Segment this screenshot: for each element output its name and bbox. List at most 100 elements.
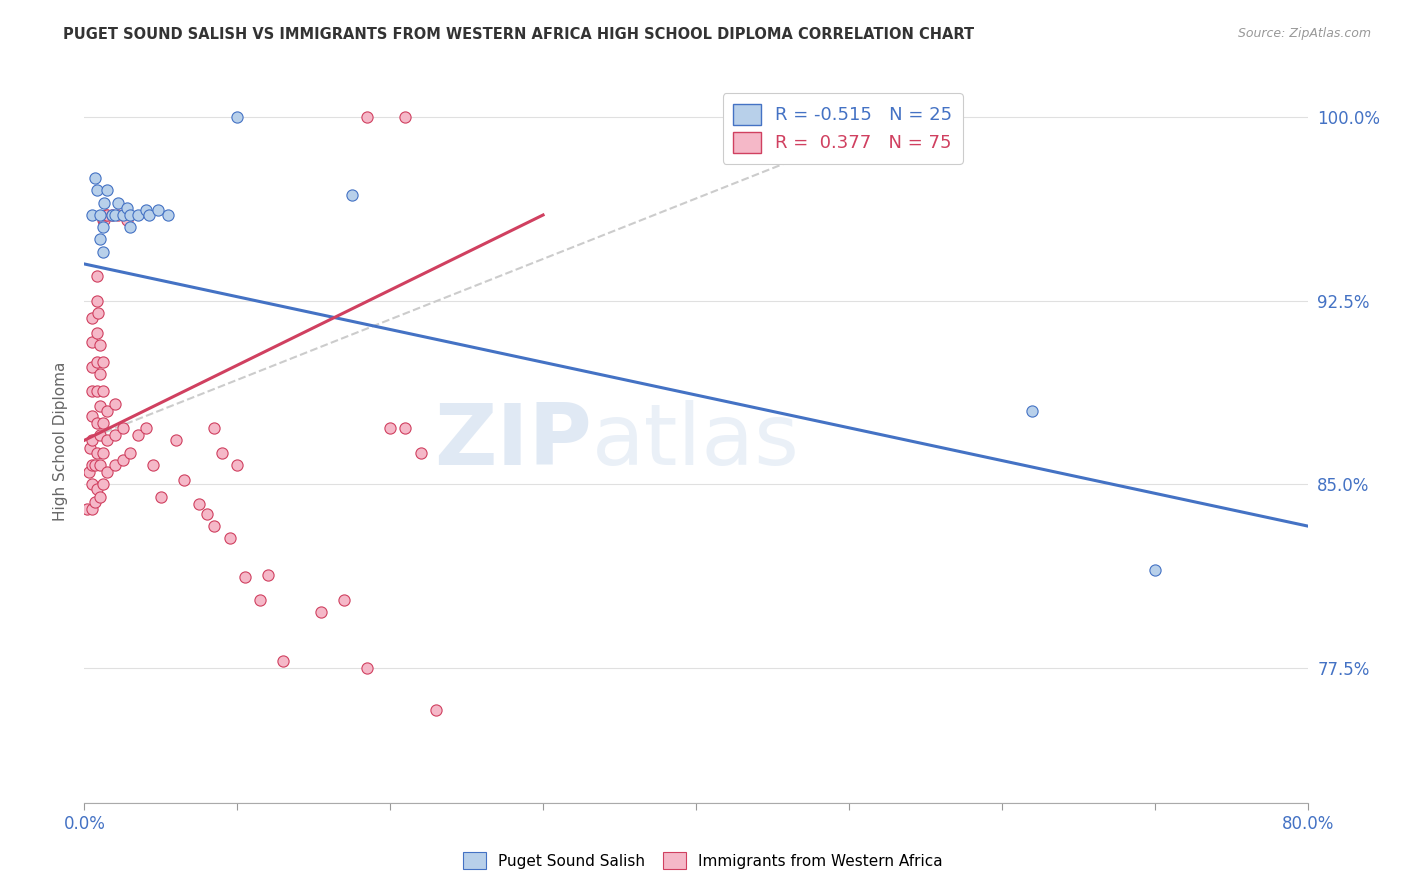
Point bbox=[86, 416, 108, 430]
Point bbox=[202, 421, 225, 435]
Point bbox=[188, 497, 211, 511]
Point bbox=[127, 208, 149, 222]
Point bbox=[249, 592, 271, 607]
Point bbox=[127, 428, 149, 442]
Point bbox=[226, 110, 249, 124]
Point bbox=[86, 483, 108, 497]
Point bbox=[165, 434, 187, 448]
Point bbox=[89, 428, 111, 442]
Point bbox=[425, 703, 447, 717]
Point bbox=[409, 445, 432, 459]
Point bbox=[96, 434, 118, 448]
Point bbox=[86, 326, 108, 340]
Point bbox=[80, 310, 103, 325]
Point bbox=[80, 502, 103, 516]
Point bbox=[91, 244, 114, 259]
Point bbox=[394, 421, 416, 435]
Point bbox=[77, 465, 100, 479]
Point bbox=[104, 458, 127, 472]
Point bbox=[89, 338, 111, 352]
Point bbox=[96, 184, 118, 198]
Point bbox=[96, 208, 118, 222]
Point bbox=[202, 519, 225, 533]
Point bbox=[89, 399, 111, 413]
Point bbox=[80, 384, 103, 399]
Point bbox=[149, 490, 172, 504]
Point bbox=[93, 213, 115, 227]
Point bbox=[101, 208, 124, 222]
Point bbox=[157, 208, 180, 222]
Point bbox=[84, 458, 107, 472]
Text: ZIP: ZIP bbox=[434, 400, 592, 483]
Point bbox=[257, 568, 280, 582]
Point bbox=[233, 570, 256, 584]
Point bbox=[89, 367, 111, 381]
Point bbox=[86, 269, 108, 284]
Point bbox=[96, 465, 118, 479]
Point bbox=[138, 208, 160, 222]
Point bbox=[104, 396, 127, 410]
Point bbox=[226, 458, 249, 472]
Legend: Puget Sound Salish, Immigrants from Western Africa: Puget Sound Salish, Immigrants from West… bbox=[457, 846, 949, 875]
Point bbox=[356, 661, 378, 675]
Point bbox=[89, 208, 111, 222]
Point bbox=[89, 490, 111, 504]
Legend: R = -0.515   N = 25, R =  0.377   N = 75: R = -0.515 N = 25, R = 0.377 N = 75 bbox=[723, 93, 963, 163]
Point bbox=[135, 203, 157, 218]
Point bbox=[311, 605, 333, 619]
Point bbox=[394, 110, 416, 124]
Point bbox=[101, 208, 124, 222]
Point bbox=[93, 195, 115, 210]
Point bbox=[120, 445, 142, 459]
Point bbox=[107, 195, 129, 210]
Point bbox=[91, 213, 114, 227]
Point bbox=[107, 208, 129, 222]
Point bbox=[111, 421, 134, 435]
Point bbox=[80, 359, 103, 374]
Point bbox=[146, 203, 169, 218]
Point bbox=[91, 220, 114, 235]
Point bbox=[80, 477, 103, 491]
Point bbox=[340, 188, 363, 202]
Point bbox=[86, 355, 108, 369]
Point bbox=[91, 355, 114, 369]
Point bbox=[104, 208, 127, 222]
Point bbox=[1021, 404, 1043, 418]
Point bbox=[333, 592, 356, 607]
Point bbox=[111, 208, 134, 222]
Point bbox=[76, 502, 98, 516]
Point bbox=[80, 434, 103, 448]
Point bbox=[91, 384, 114, 399]
Point bbox=[86, 384, 108, 399]
Point bbox=[218, 531, 240, 545]
Point bbox=[271, 654, 294, 668]
Point bbox=[356, 110, 378, 124]
Point bbox=[89, 458, 111, 472]
Point bbox=[142, 458, 165, 472]
Point bbox=[87, 306, 110, 320]
Point bbox=[80, 335, 103, 350]
Point bbox=[380, 421, 402, 435]
Point bbox=[91, 477, 114, 491]
Point bbox=[104, 428, 127, 442]
Point bbox=[1143, 563, 1166, 577]
Point bbox=[111, 453, 134, 467]
Point bbox=[115, 213, 138, 227]
Point bbox=[120, 220, 142, 235]
Text: Source: ZipAtlas.com: Source: ZipAtlas.com bbox=[1237, 27, 1371, 40]
Point bbox=[135, 421, 157, 435]
Point bbox=[80, 409, 103, 423]
Point bbox=[173, 473, 195, 487]
Text: atlas: atlas bbox=[592, 400, 800, 483]
Point bbox=[211, 445, 233, 459]
Point bbox=[115, 201, 138, 215]
Point bbox=[195, 507, 218, 521]
Point bbox=[96, 404, 118, 418]
Point bbox=[86, 184, 108, 198]
Point bbox=[80, 458, 103, 472]
Point bbox=[91, 445, 114, 459]
Point bbox=[91, 416, 114, 430]
Point bbox=[94, 208, 117, 222]
Y-axis label: High School Diploma: High School Diploma bbox=[52, 362, 67, 521]
Point bbox=[79, 441, 101, 455]
